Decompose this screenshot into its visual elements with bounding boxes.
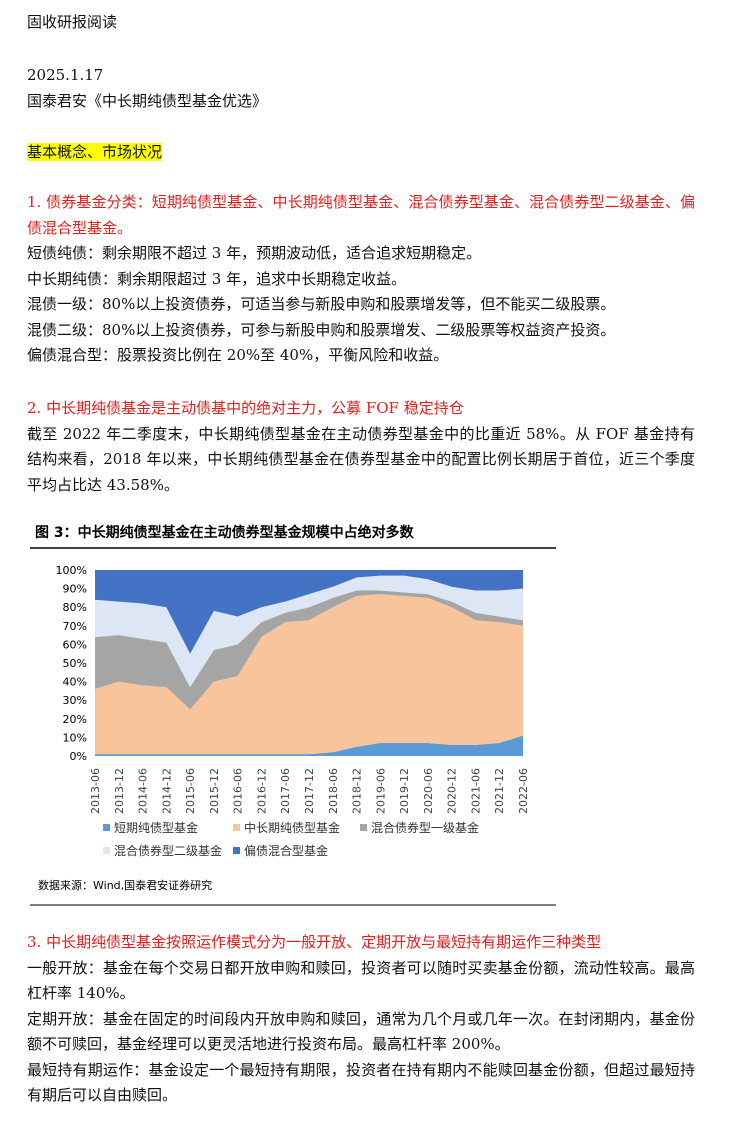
area	[95, 570, 523, 654]
paragraph: 中长期纯债：剩余期限超过 3 年，追求中长期稳定收益。	[27, 269, 407, 288]
y-tick-label: 10%	[63, 731, 87, 744]
legend-swatch	[103, 847, 110, 854]
section: 3. 中长期纯债型基金按照运作模式分为一般开放、定期开放与最短持有期运作三种类型…	[27, 930, 695, 1109]
y-tick-label: 90%	[63, 583, 87, 596]
legend-label: 偏债混合型基金	[244, 843, 328, 858]
x-tick-label: 2021-06	[469, 768, 482, 814]
paragraph: 最短持有期运作：基金设定一个最短持有期限，投资者在持有期内不能赎回基金份额，但超…	[27, 1060, 695, 1105]
section: 2. 中长期纯债基金是主动债基中的绝对主力，公募 FOF 稳定持仓 截至 202…	[27, 396, 695, 498]
paragraph: 定期开放：基金在固定的时间段内开放申购和赎回，通常为几个月或几年一次。在封闭期内…	[27, 1009, 695, 1054]
x-tick-label: 2022-06	[517, 768, 530, 814]
area	[95, 590, 523, 710]
x-tick-label: 2016-12	[255, 768, 268, 814]
figure: 图 3：中长期纯债型基金在主动债券型基金规模中占绝对多数 数据来源：Wind,国…	[30, 524, 556, 906]
x-tick-label: 2017-12	[303, 768, 316, 814]
legend-swatch	[103, 824, 110, 831]
x-tick-label: 2019-06	[374, 768, 387, 814]
heading: 2. 中长期纯债基金是主动债基中的绝对主力，公募 FOF 稳定持仓	[27, 399, 464, 417]
x-tick-label: 2020-12	[446, 768, 459, 814]
figure-source: 数据来源：Wind,国泰君安证券研究	[38, 878, 212, 892]
x-tick-label: 2019-12	[398, 768, 411, 814]
paragraph: 偏债混合型：股票投资比例在 20%至 40%，平衡风险和收益。	[27, 346, 449, 364]
section-heading: 基本概念、市场状况	[27, 143, 163, 161]
x-tick-label: 2016-06	[232, 768, 245, 814]
x-tick-label: 2018-12	[351, 768, 364, 814]
y-tick-label: 100%	[56, 564, 87, 577]
heading: 1. 债券基金分类：短期纯债型基金、中长期纯债型基金、混合债券型基金、混合债券型…	[27, 193, 695, 237]
x-tick-label: 2017-06	[279, 768, 292, 814]
legend-label: 中长期纯债型基金	[244, 820, 340, 835]
x-tick-label: 2013-06	[89, 768, 102, 814]
y-tick-label: 40%	[63, 676, 87, 689]
y-tick-label: 50%	[63, 657, 87, 670]
x-tick-label: 2014-12	[160, 768, 173, 814]
paragraph: 混债二级：80%以上投资债券，可参与新股申购和股票增发、二级股票等权益资产投资。	[27, 320, 616, 339]
legend-label: 混合债券型一级基金	[371, 820, 479, 835]
paragraph: 混债一级：80%以上投资债券，可适当参与新股申购和股票增发等，但不能买二级股票。	[27, 295, 616, 313]
legend-label: 短期纯债型基金	[114, 820, 198, 835]
area	[95, 594, 523, 755]
x-tick-label: 2014-06	[137, 768, 150, 814]
y-tick-label: 0%	[70, 750, 87, 763]
y-tick-label: 30%	[63, 694, 87, 707]
legend-swatch	[233, 847, 240, 854]
legend-swatch	[360, 824, 367, 831]
x-tick-label: 2015-12	[208, 768, 221, 814]
x-tick-label: 2015-06	[184, 768, 197, 814]
legend-label: 混合债券型二级基金	[114, 843, 222, 858]
report-source: 国泰君安《中长期纯债型基金优选》	[27, 92, 268, 110]
paragraph: 一般开放：基金在每个交易日都开放申购和赎回，投资者可以随时买卖基金份额，流动性较…	[27, 958, 695, 1003]
paragraph: 短债纯债：剩余期限不超过 3 年，预期波动低，适合追求短期稳定。	[27, 244, 482, 262]
x-tick-label: 2013-12	[113, 768, 126, 814]
area	[95, 735, 523, 756]
paragraph: 截至 2022 年二季度末，中长期纯债型基金在主动债券型基金中的比重近 58%。…	[27, 424, 695, 494]
doc-title: 固收研报阅读	[27, 13, 118, 31]
section: 1. 债券基金分类：短期纯债型基金、中长期纯债型基金、混合债券型基金、混合债券型…	[27, 190, 695, 369]
y-tick-label: 80%	[63, 601, 87, 614]
date: 2025.1.17	[27, 66, 104, 84]
x-tick-label: 2018-06	[327, 768, 340, 814]
x-tick-label: 2020-06	[422, 768, 435, 814]
figure-title: 图 3：中长期纯债型基金在主动债券型基金规模中占绝对多数	[35, 524, 415, 541]
x-tick-label: 2021-12	[493, 768, 506, 814]
legend-swatch	[233, 824, 240, 831]
y-tick-label: 70%	[63, 620, 87, 633]
area	[95, 575, 523, 688]
y-tick-label: 60%	[63, 638, 87, 651]
heading: 3. 中长期纯债型基金按照运作模式分为一般开放、定期开放与最短持有期运作三种类型	[27, 933, 602, 951]
y-tick-label: 20%	[63, 713, 87, 726]
